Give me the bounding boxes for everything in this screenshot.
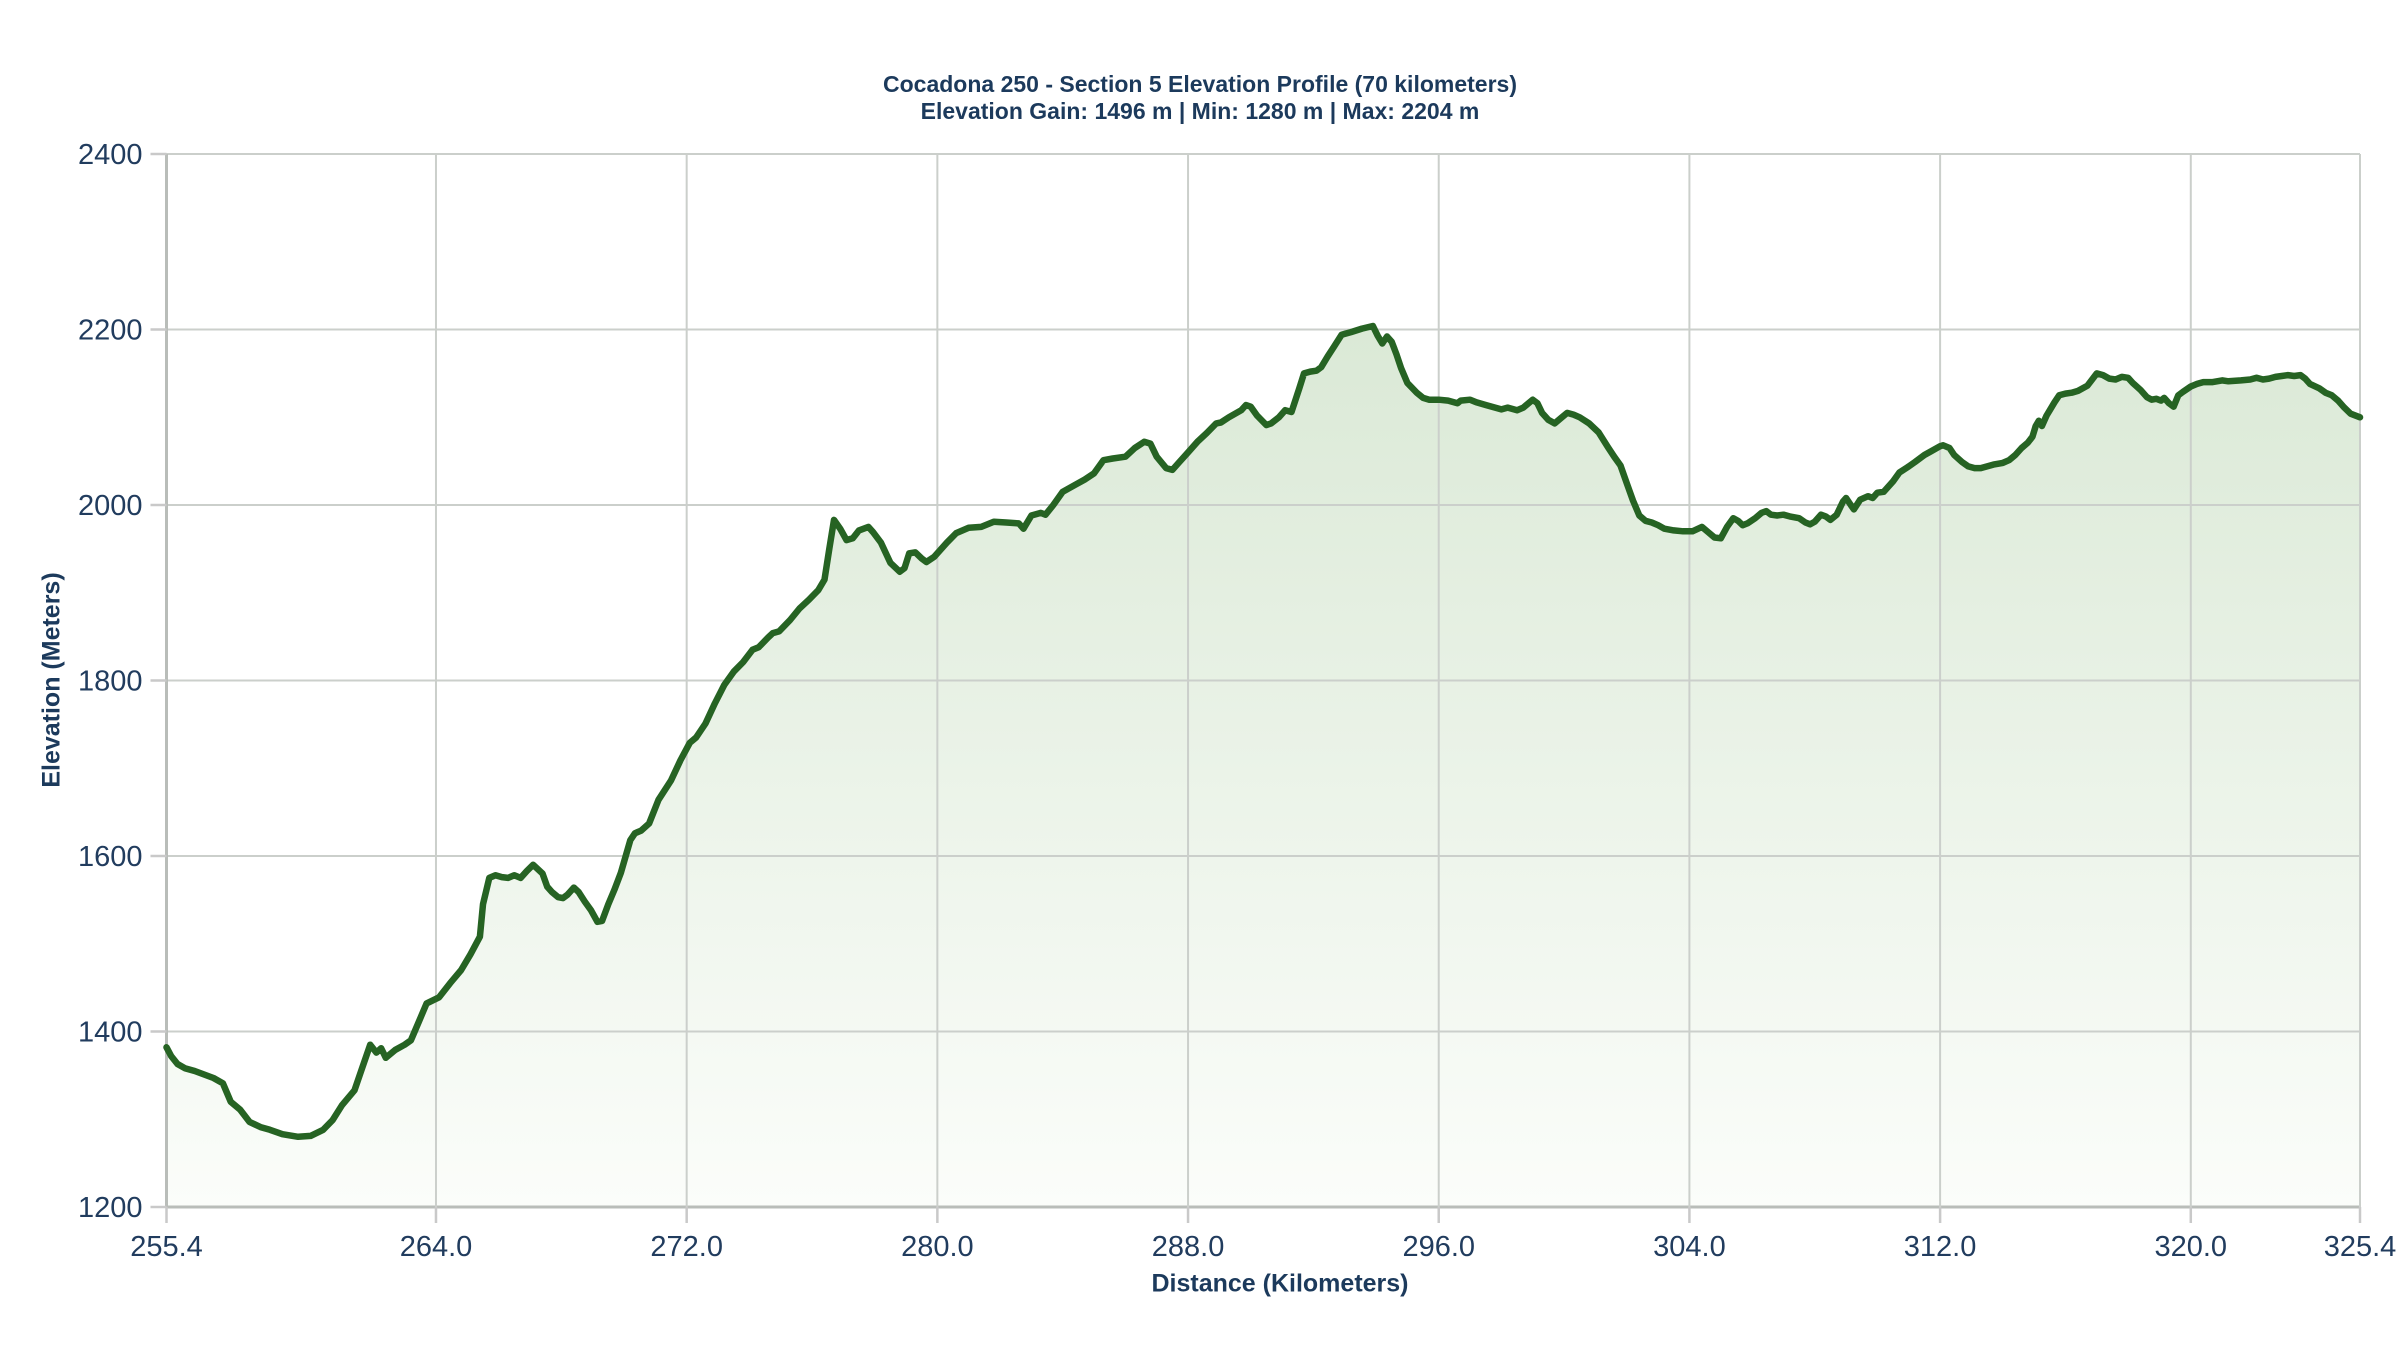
y-tick-label: 1200	[78, 1192, 143, 1224]
elevation-area-fill	[166, 326, 2360, 1207]
chart-header: Cocadona 250 - Section 5 Elevation Profi…	[0, 71, 2400, 125]
y-tick-label: 2000	[78, 490, 143, 522]
x-tick-label: 304.0	[1653, 1231, 1726, 1263]
y-tick-label: 1800	[78, 666, 143, 698]
x-tick-label: 272.0	[650, 1231, 723, 1263]
x-tick-label: 296.0	[1402, 1231, 1475, 1263]
y-tick-label: 2200	[78, 315, 143, 347]
x-tick-label: 255.4	[130, 1231, 203, 1263]
chart-title: Cocadona 250 - Section 5 Elevation Profi…	[883, 71, 1517, 97]
x-tick-label: 320.0	[2154, 1231, 2227, 1263]
y-tick-label: 1600	[78, 841, 143, 873]
x-tick-label: 312.0	[1904, 1231, 1977, 1263]
y-tick-label: 2400	[78, 139, 143, 171]
elevation-line	[163, 322, 2364, 1141]
x-tick-label: 280.0	[901, 1231, 974, 1263]
x-tick-label: 264.0	[400, 1231, 473, 1263]
x-axis-label: Distance (Kilometers)	[1151, 1269, 1409, 1298]
x-tick-label: 288.0	[1152, 1231, 1225, 1263]
chart-subtitle: Elevation Gain: 1496 m | Min: 1280 m | M…	[920, 98, 1480, 124]
y-tick-label: 1400	[78, 1017, 143, 1049]
x-tick-label: 325.4	[2324, 1231, 2397, 1263]
